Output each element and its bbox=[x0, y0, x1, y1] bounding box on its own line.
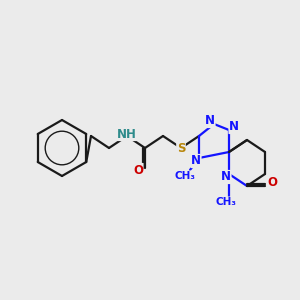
Text: S: S bbox=[177, 142, 185, 154]
Text: NH: NH bbox=[117, 128, 137, 140]
Text: O: O bbox=[133, 164, 143, 176]
Text: N: N bbox=[191, 154, 201, 167]
Text: N: N bbox=[221, 170, 231, 184]
Text: CH₃: CH₃ bbox=[215, 197, 236, 207]
Text: N: N bbox=[229, 121, 239, 134]
Text: CH₃: CH₃ bbox=[175, 171, 196, 181]
Text: N: N bbox=[205, 115, 215, 128]
Text: O: O bbox=[267, 176, 277, 190]
